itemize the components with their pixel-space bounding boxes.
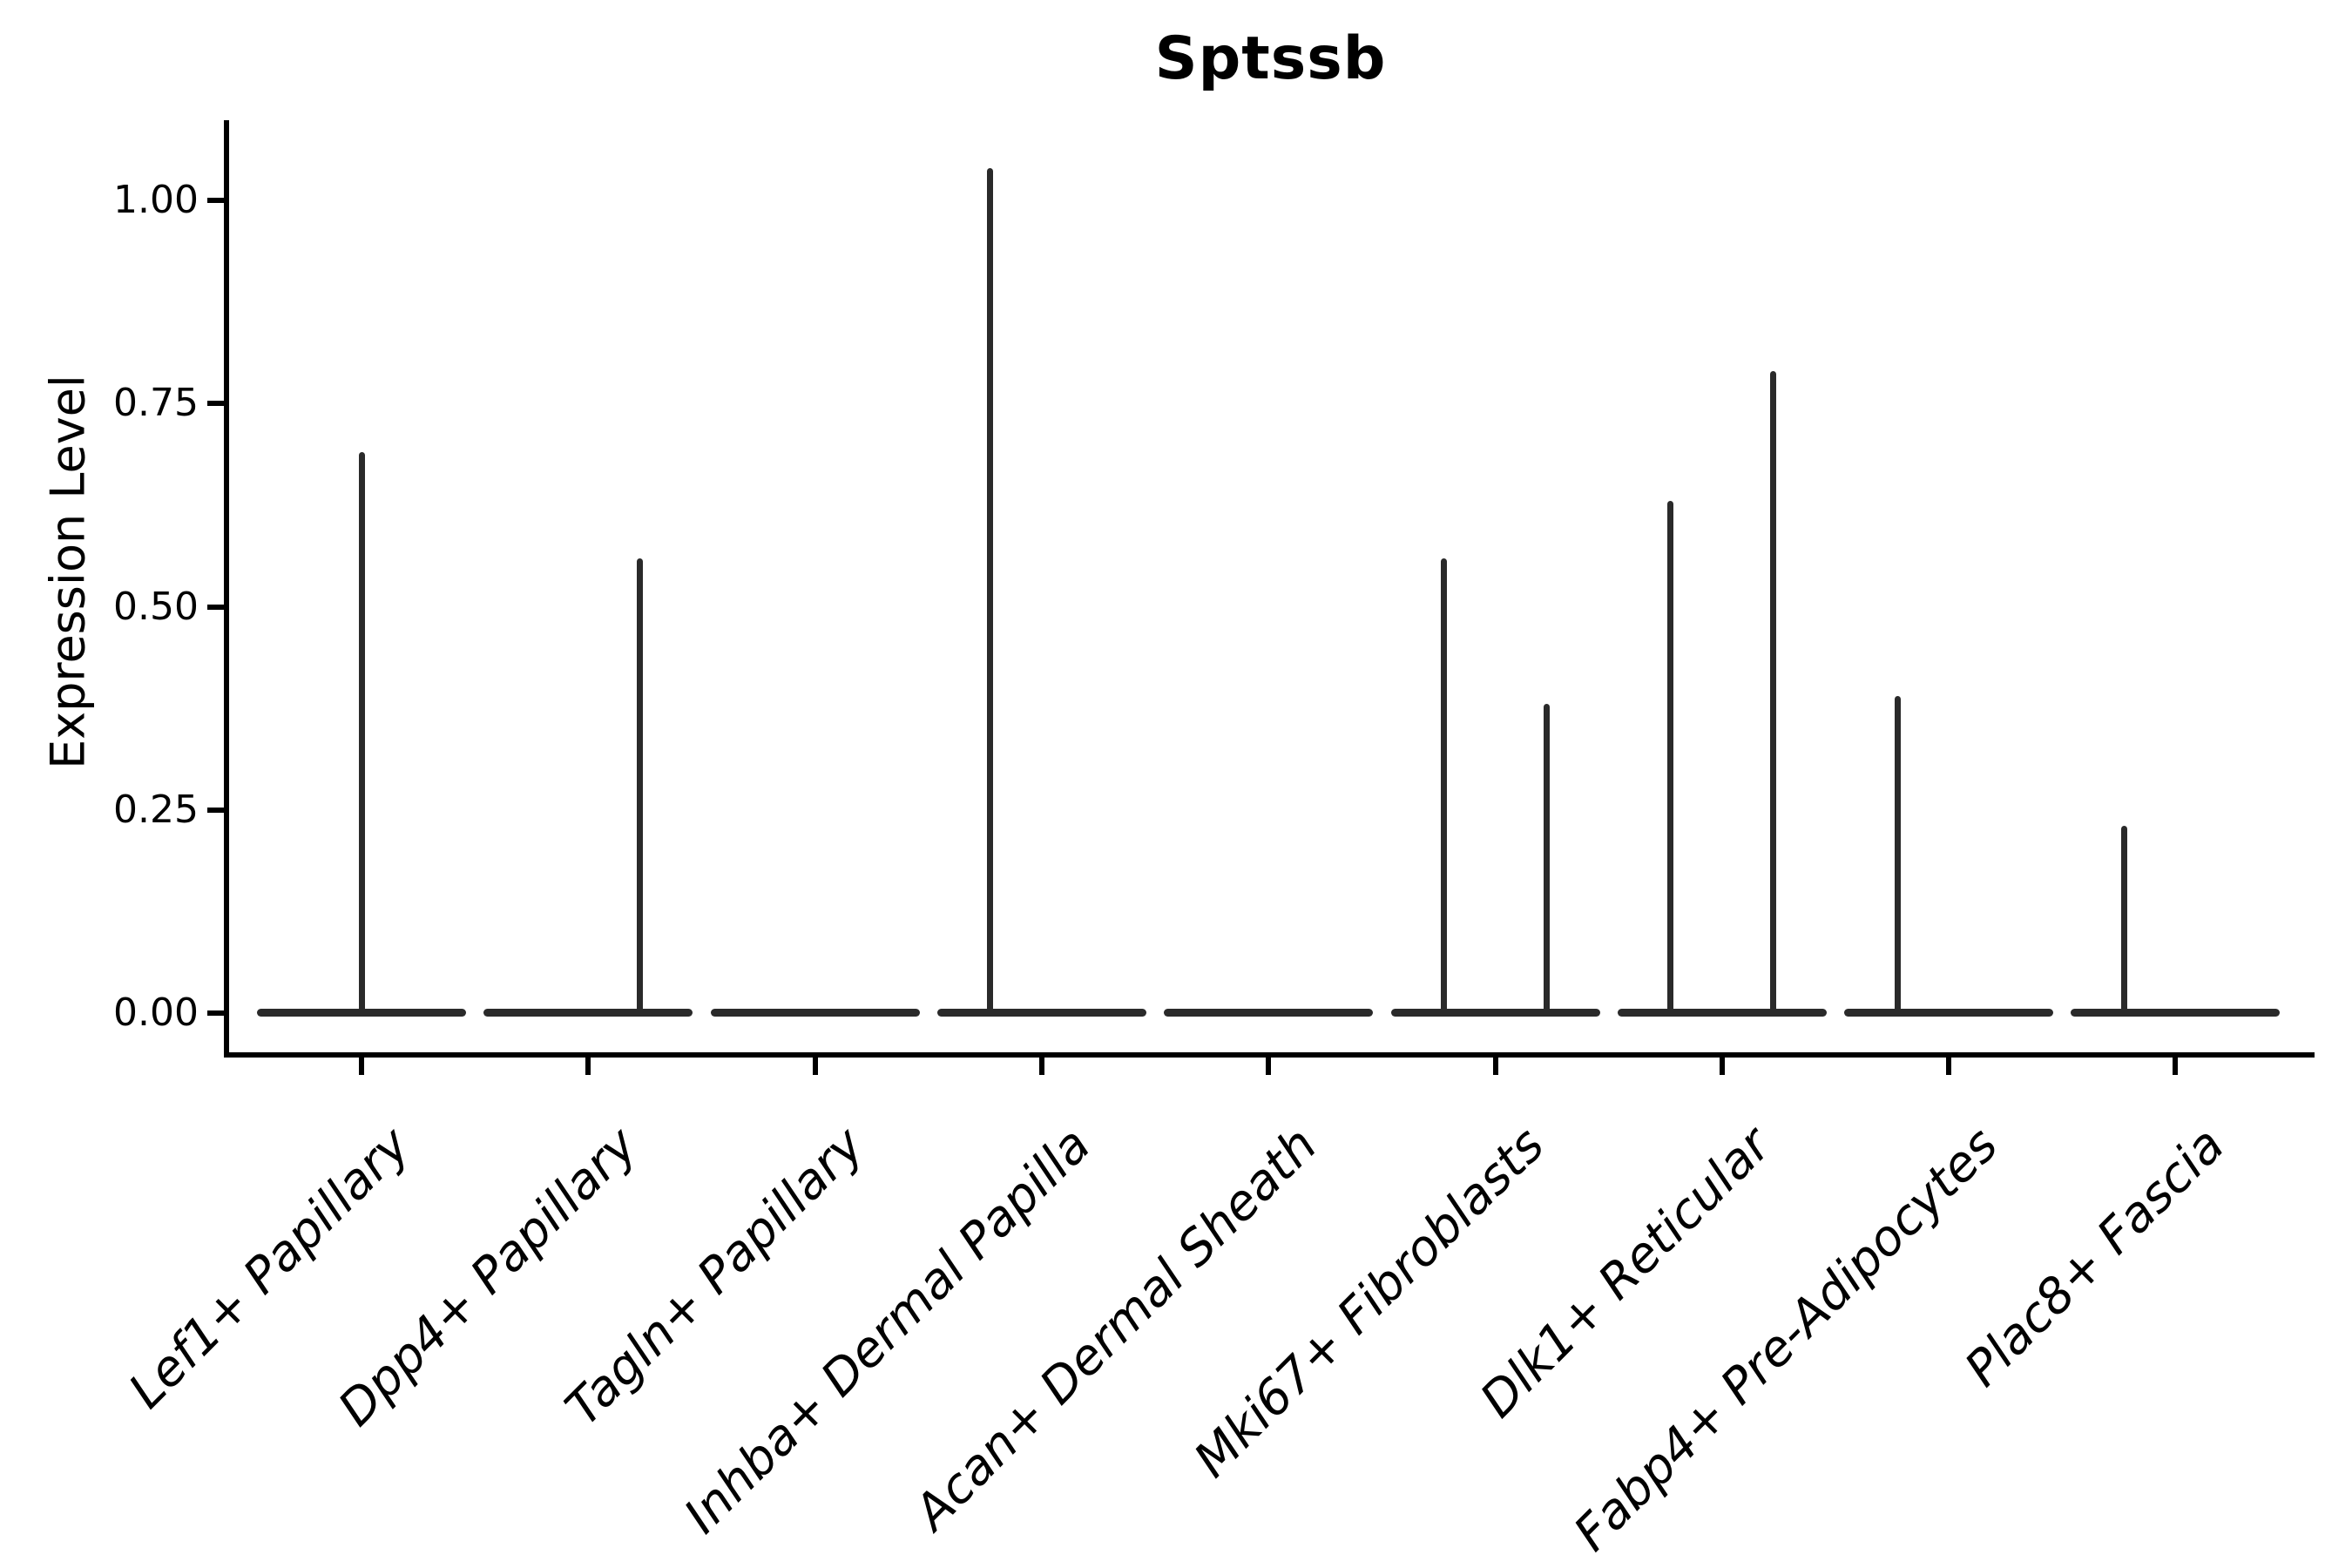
x-tick-mark xyxy=(1719,1058,1725,1075)
chart-title: Sptssb xyxy=(1154,24,1387,93)
violin-baseline xyxy=(2071,1009,2281,1017)
violin-baseline xyxy=(1617,1009,1827,1017)
violin-baseline xyxy=(483,1009,693,1017)
violin-spike xyxy=(2120,826,2127,1017)
y-axis-spine xyxy=(224,120,229,1058)
violin-baseline xyxy=(1390,1009,1600,1017)
y-tick-label: 0.00 xyxy=(113,990,199,1035)
y-tick-mark xyxy=(207,401,226,407)
violin-baseline xyxy=(1164,1009,1374,1017)
x-tick-mark xyxy=(2173,1058,2179,1075)
x-category-label: Fabp4+ Pre-Adipocytes xyxy=(1563,1116,2009,1563)
x-tick-mark xyxy=(812,1058,818,1075)
y-tick-mark xyxy=(207,807,226,813)
violin-spike xyxy=(636,558,643,1017)
violin-baseline xyxy=(710,1009,920,1017)
violin-baseline xyxy=(1844,1009,2054,1017)
y-tick-label: 0.75 xyxy=(113,381,199,426)
y-tick-label: 1.00 xyxy=(113,178,199,222)
y-tick-label: 0.50 xyxy=(113,584,199,629)
violin-spike xyxy=(358,452,365,1017)
y-tick-mark xyxy=(207,604,226,610)
y-axis-label: Expression Level xyxy=(40,375,96,769)
violin-spike xyxy=(1544,704,1551,1017)
x-category-label: Inhba+ Dermal Papilla xyxy=(673,1116,1102,1544)
x-tick-mark xyxy=(1266,1058,1272,1075)
violin-spike xyxy=(987,167,994,1017)
x-tick-mark xyxy=(1038,1058,1044,1075)
y-tick-mark xyxy=(207,198,226,203)
violin-spike xyxy=(1440,558,1447,1017)
violin-baseline xyxy=(936,1009,1146,1017)
x-tick-mark xyxy=(1492,1058,1498,1075)
x-tick-mark xyxy=(359,1058,364,1075)
x-axis-spine xyxy=(224,1052,2315,1058)
violin-spike xyxy=(1770,370,1777,1017)
x-tick-mark xyxy=(1946,1058,1952,1075)
x-category-label: Acan+ Dermal Sheath xyxy=(904,1116,1329,1541)
y-tick-mark xyxy=(207,1010,226,1016)
violin-spike xyxy=(1894,696,1901,1017)
x-tick-mark xyxy=(585,1058,591,1075)
y-tick-label: 0.25 xyxy=(113,787,199,832)
violin-spike xyxy=(1667,501,1674,1017)
